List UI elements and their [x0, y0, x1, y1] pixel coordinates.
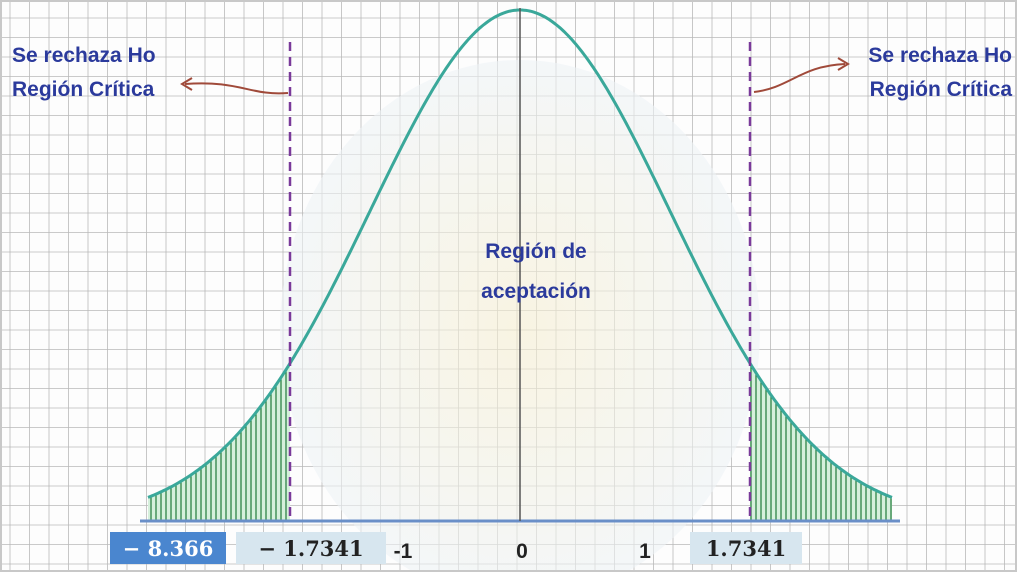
- axis-label: 1.7341: [706, 536, 786, 561]
- right-label: Se rechaza Ho: [868, 44, 1012, 67]
- right-label: Región Crítica: [870, 78, 1013, 101]
- diagram: Se rechaza Ho Región Crítica Se rechaza …: [0, 0, 1017, 572]
- axis-label: -1: [394, 540, 413, 563]
- axis-label: − 1.7341: [258, 536, 363, 561]
- axis-label: 1: [639, 540, 651, 563]
- left-label: Se rechaza Ho: [12, 44, 156, 67]
- center-label: aceptación: [481, 280, 591, 303]
- axis-label: − 8.366: [123, 536, 214, 561]
- axis-label: 0: [516, 540, 528, 563]
- center-label: Región de: [485, 240, 587, 263]
- left-label: Región Crítica: [12, 78, 155, 101]
